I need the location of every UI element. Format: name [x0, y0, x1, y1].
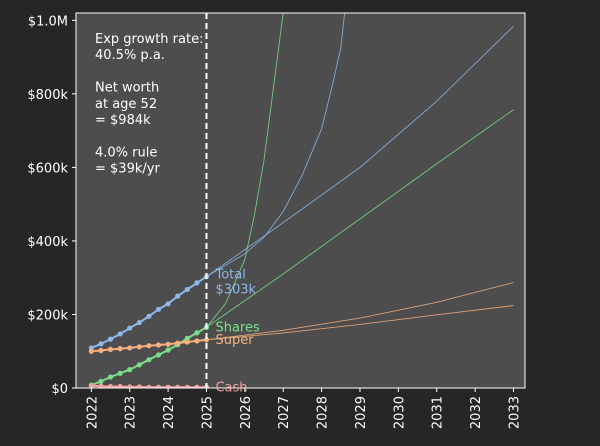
super-data-point — [98, 347, 104, 354]
x-tick-label: 2028 — [316, 396, 331, 429]
total-data-point — [117, 331, 123, 337]
y-tick-label: $600k — [27, 161, 68, 176]
total-projection-line-1 — [206, 13, 346, 277]
shares-projection-line-1 — [206, 13, 284, 328]
annotation-line: at age 52 — [95, 97, 157, 112]
cash-data-point — [127, 384, 133, 388]
cash-data-point — [146, 384, 152, 388]
total-data-point — [107, 336, 114, 342]
super-data-point — [146, 343, 152, 349]
total-data-point — [146, 313, 152, 319]
x-tick-label: 2027 — [277, 396, 292, 429]
shares-data-point — [194, 330, 200, 336]
cash-data-point — [184, 384, 190, 388]
annotation-line: = $984k — [95, 113, 151, 128]
super-data-point — [155, 342, 162, 348]
y-tick-label: $0 — [51, 382, 68, 397]
total-data-point — [184, 286, 190, 293]
total-data-point — [127, 325, 133, 331]
shares-data-point — [136, 362, 142, 368]
super-data-point — [88, 348, 94, 354]
total-data-point — [194, 280, 200, 286]
super-data-point — [194, 338, 200, 344]
x-tick-label: 2025 — [200, 396, 215, 429]
total-end-label: Total — [214, 268, 245, 283]
x-tick-label: 2033 — [507, 396, 522, 429]
y-tick-label: $1.0M — [28, 14, 68, 29]
super-data-point — [107, 346, 114, 352]
super-data-point — [175, 340, 181, 346]
shares-data-point — [107, 374, 114, 380]
shares-data-point — [165, 347, 171, 353]
super-data-point — [117, 346, 123, 352]
cash-data-point — [155, 384, 162, 388]
shares-data-point — [184, 335, 190, 341]
cash-data-point — [194, 384, 200, 388]
cash-data-point — [88, 383, 94, 388]
super-end-label: Super — [215, 333, 254, 348]
shares-data-point — [127, 367, 133, 373]
plot-frame — [75, 12, 526, 389]
shares-data-point — [146, 357, 152, 363]
super-data-point — [136, 344, 142, 350]
x-tick-label: 2031 — [431, 396, 446, 429]
plot-area — [76, 13, 525, 388]
y-tick-label: $200k — [27, 308, 68, 323]
cash-data-point — [98, 383, 104, 388]
total-projection-line-2 — [206, 25, 514, 277]
cash-data-point — [165, 384, 171, 388]
x-tick-label: 2030 — [392, 396, 407, 429]
shares-data-point — [117, 370, 123, 376]
x-tick-label: 2026 — [239, 396, 254, 429]
y-tick-label: $400k — [27, 235, 68, 250]
history-lines — [88, 274, 210, 388]
cash-data-point — [117, 383, 123, 388]
shares-end-label: Shares — [215, 320, 260, 335]
shares-projection-line-2 — [206, 109, 514, 328]
super-projection-line-2 — [206, 305, 514, 341]
y-tick-label: $800k — [27, 88, 68, 103]
axes: $0 $200k $400k $600k $800k $1.0M 2022 2023 2024 2… — [27, 12, 526, 429]
projection-lines — [206, 13, 514, 341]
x-tick-label: 2022 — [85, 396, 100, 429]
super-data-point — [165, 341, 171, 347]
cash-data-point — [136, 384, 142, 388]
x-tick-label: 2032 — [469, 396, 484, 429]
total-data-point — [175, 293, 181, 299]
cash-end-label: Cash — [215, 380, 247, 395]
annotation-line: = $39k/yr — [95, 162, 160, 177]
super-data-point — [127, 345, 133, 351]
total-end-label: $303k — [215, 283, 256, 298]
super-data-point — [184, 339, 190, 345]
total-data-point — [136, 319, 142, 326]
annotation-line: 40.5% p.a. — [95, 48, 165, 63]
annotation-line: 4.0% rule — [95, 145, 157, 160]
x-tick-label: 2029 — [354, 396, 369, 429]
cash-data-point — [175, 384, 181, 388]
shares-data-point — [155, 352, 162, 358]
cash-data-point — [107, 383, 114, 388]
total-data-point — [155, 306, 162, 312]
x-tick-label: 2023 — [124, 396, 139, 429]
total-data-point — [165, 301, 171, 307]
annotation-line: Exp growth rate: — [95, 32, 203, 47]
shares-data-point — [98, 378, 104, 384]
total-data-point — [98, 341, 104, 347]
super-projection-line-1 — [206, 282, 514, 341]
annotation-line: Net worth — [95, 81, 159, 96]
x-tick-label: 2024 — [162, 396, 177, 429]
super-data-point — [203, 337, 210, 343]
